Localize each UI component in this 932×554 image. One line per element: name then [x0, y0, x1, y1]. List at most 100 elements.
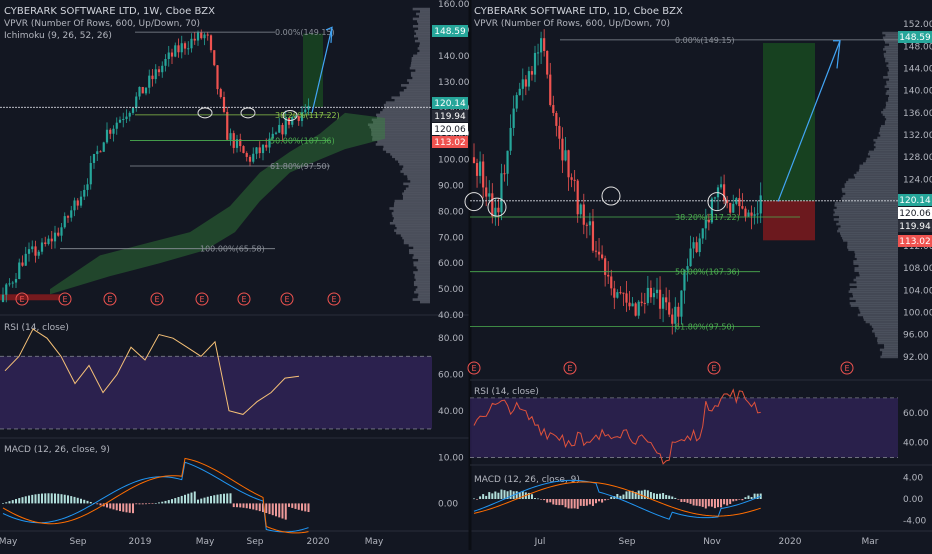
right-vpvr-bar [849, 302, 898, 305]
right-price-tick: 136.00 [903, 109, 932, 119]
right-vpvr-bar [883, 48, 898, 51]
left-price-tick: 140.00 [438, 52, 470, 62]
right-vpvr-bar [836, 222, 898, 226]
right-vpvr-bar [880, 134, 898, 137]
right-vpvr-bar [883, 55, 898, 58]
left-macd-histogram-bar [223, 493, 225, 504]
right-macd-histogram-bar [595, 499, 597, 504]
left-macd-histogram-bar [2, 503, 4, 504]
right-price-tag-label: 148.59 [899, 33, 931, 43]
left-candle [248, 156, 252, 162]
left-candle [180, 43, 183, 53]
right-macd-histogram-bar [607, 499, 610, 500]
right-vpvr-bar [884, 120, 898, 123]
left-vpvr-bar [400, 84, 430, 87]
left-vpvr-bar [400, 170, 430, 173]
left-vpvr-bar [394, 229, 430, 232]
right-candle [665, 297, 668, 303]
right-vpvr-bar [882, 31, 898, 35]
left-candle [161, 65, 164, 73]
left-vpvr-bar [398, 160, 430, 164]
left-macd-histogram-bar [213, 495, 216, 504]
left-rsi-tick: 80.00 [438, 334, 464, 344]
left-price-tag-label: 120.14 [434, 99, 466, 109]
left-vpvr-bar [404, 189, 430, 193]
right-vpvr-bar [885, 57, 898, 61]
right-macd-histogram-bar [503, 490, 506, 499]
left-candle [24, 253, 27, 266]
right-vpvr-bar [885, 34, 898, 37]
right-candle [540, 38, 543, 53]
right-vpvr-bar [854, 267, 898, 270]
left-macd-histogram-bar [148, 503, 151, 504]
right-macd-histogram-bar [631, 490, 634, 499]
left-macd-histogram-bar [177, 497, 180, 504]
right-vpvr-bar [870, 155, 898, 158]
right-price-tag [898, 31, 932, 43]
right-vpvr-bar [855, 276, 898, 279]
left-macd-histogram-bar [275, 503, 277, 517]
right-vpvr-bar [869, 322, 898, 326]
left-title: CYBERARK SOFTWARE LTD, 1W, Cboe BZX [4, 6, 215, 17]
right-vpvr-bar [857, 313, 898, 317]
right-candle [738, 198, 741, 207]
right-vpvr-bar [885, 101, 898, 105]
left-vpvr-bar [414, 34, 430, 38]
left-macd-histogram-bar [8, 501, 11, 504]
right-candle [649, 287, 652, 298]
right-vpvr-bar [849, 297, 898, 300]
right-macd-histogram-bar [573, 499, 576, 509]
right-vpvr-bar [866, 157, 898, 161]
left-highlight-circle [282, 109, 298, 121]
right-macd-line [473, 479, 761, 520]
right-candle [634, 303, 637, 316]
right-candle [512, 108, 515, 128]
left-price-tick: 70.00 [438, 233, 464, 243]
left-vpvr-bar [416, 266, 430, 269]
right-macd-histogram-bar [585, 499, 588, 506]
left-price-tag-label: 113.02 [434, 138, 466, 148]
left-macd-tick: 0.00 [438, 499, 458, 509]
right-candle [555, 112, 558, 126]
right-vpvr-bar [872, 329, 898, 333]
right-candle [643, 302, 646, 304]
right-candle [744, 208, 747, 217]
right-macd-histogram-bar [521, 491, 524, 499]
right-vpvr-bar [852, 292, 898, 296]
right-macd-histogram-bar [555, 499, 558, 505]
left-candle [50, 238, 53, 242]
right-price-tick: 100.00 [903, 309, 932, 319]
left-candle [235, 139, 239, 148]
left-candle [297, 116, 300, 121]
left-macd-histogram-bar [54, 493, 56, 504]
right-vpvr-bar [878, 131, 898, 135]
left-price-tick: 130.00 [438, 78, 470, 88]
right-macd-histogram-bar [713, 499, 716, 509]
left-candle [261, 144, 265, 154]
left-vpvr-bar [371, 130, 430, 134]
right-price-tag [898, 207, 932, 219]
right-vpvr-bar [843, 239, 898, 242]
right-candle [628, 302, 631, 307]
left-rsi-tick: 60.00 [438, 370, 464, 380]
right-candle [533, 52, 537, 75]
left-candle [154, 69, 157, 80]
left-macd-histogram-bar [145, 503, 147, 505]
right-price-tag [898, 220, 932, 232]
right-vpvr-bar [871, 325, 898, 328]
right-candle [753, 214, 756, 216]
left-vpvr-bar [413, 246, 430, 250]
left-vpvr-bar [383, 145, 430, 149]
left-price-tick: 60.00 [438, 259, 464, 269]
left-vpvr-bar [417, 52, 430, 55]
right-macd-histogram-bar [680, 499, 683, 502]
right-macd-histogram-bar [485, 495, 488, 499]
right-macd-histogram-bar [750, 497, 753, 499]
left-candle [200, 32, 203, 39]
left-vpvr-bar [413, 261, 430, 264]
right-macd-histogram-bar [588, 499, 591, 505]
right-vpvr-bar [888, 69, 898, 72]
left-candle [268, 138, 271, 148]
left-earnings-label: E [154, 295, 159, 304]
left-vpvr-bar [399, 93, 430, 97]
